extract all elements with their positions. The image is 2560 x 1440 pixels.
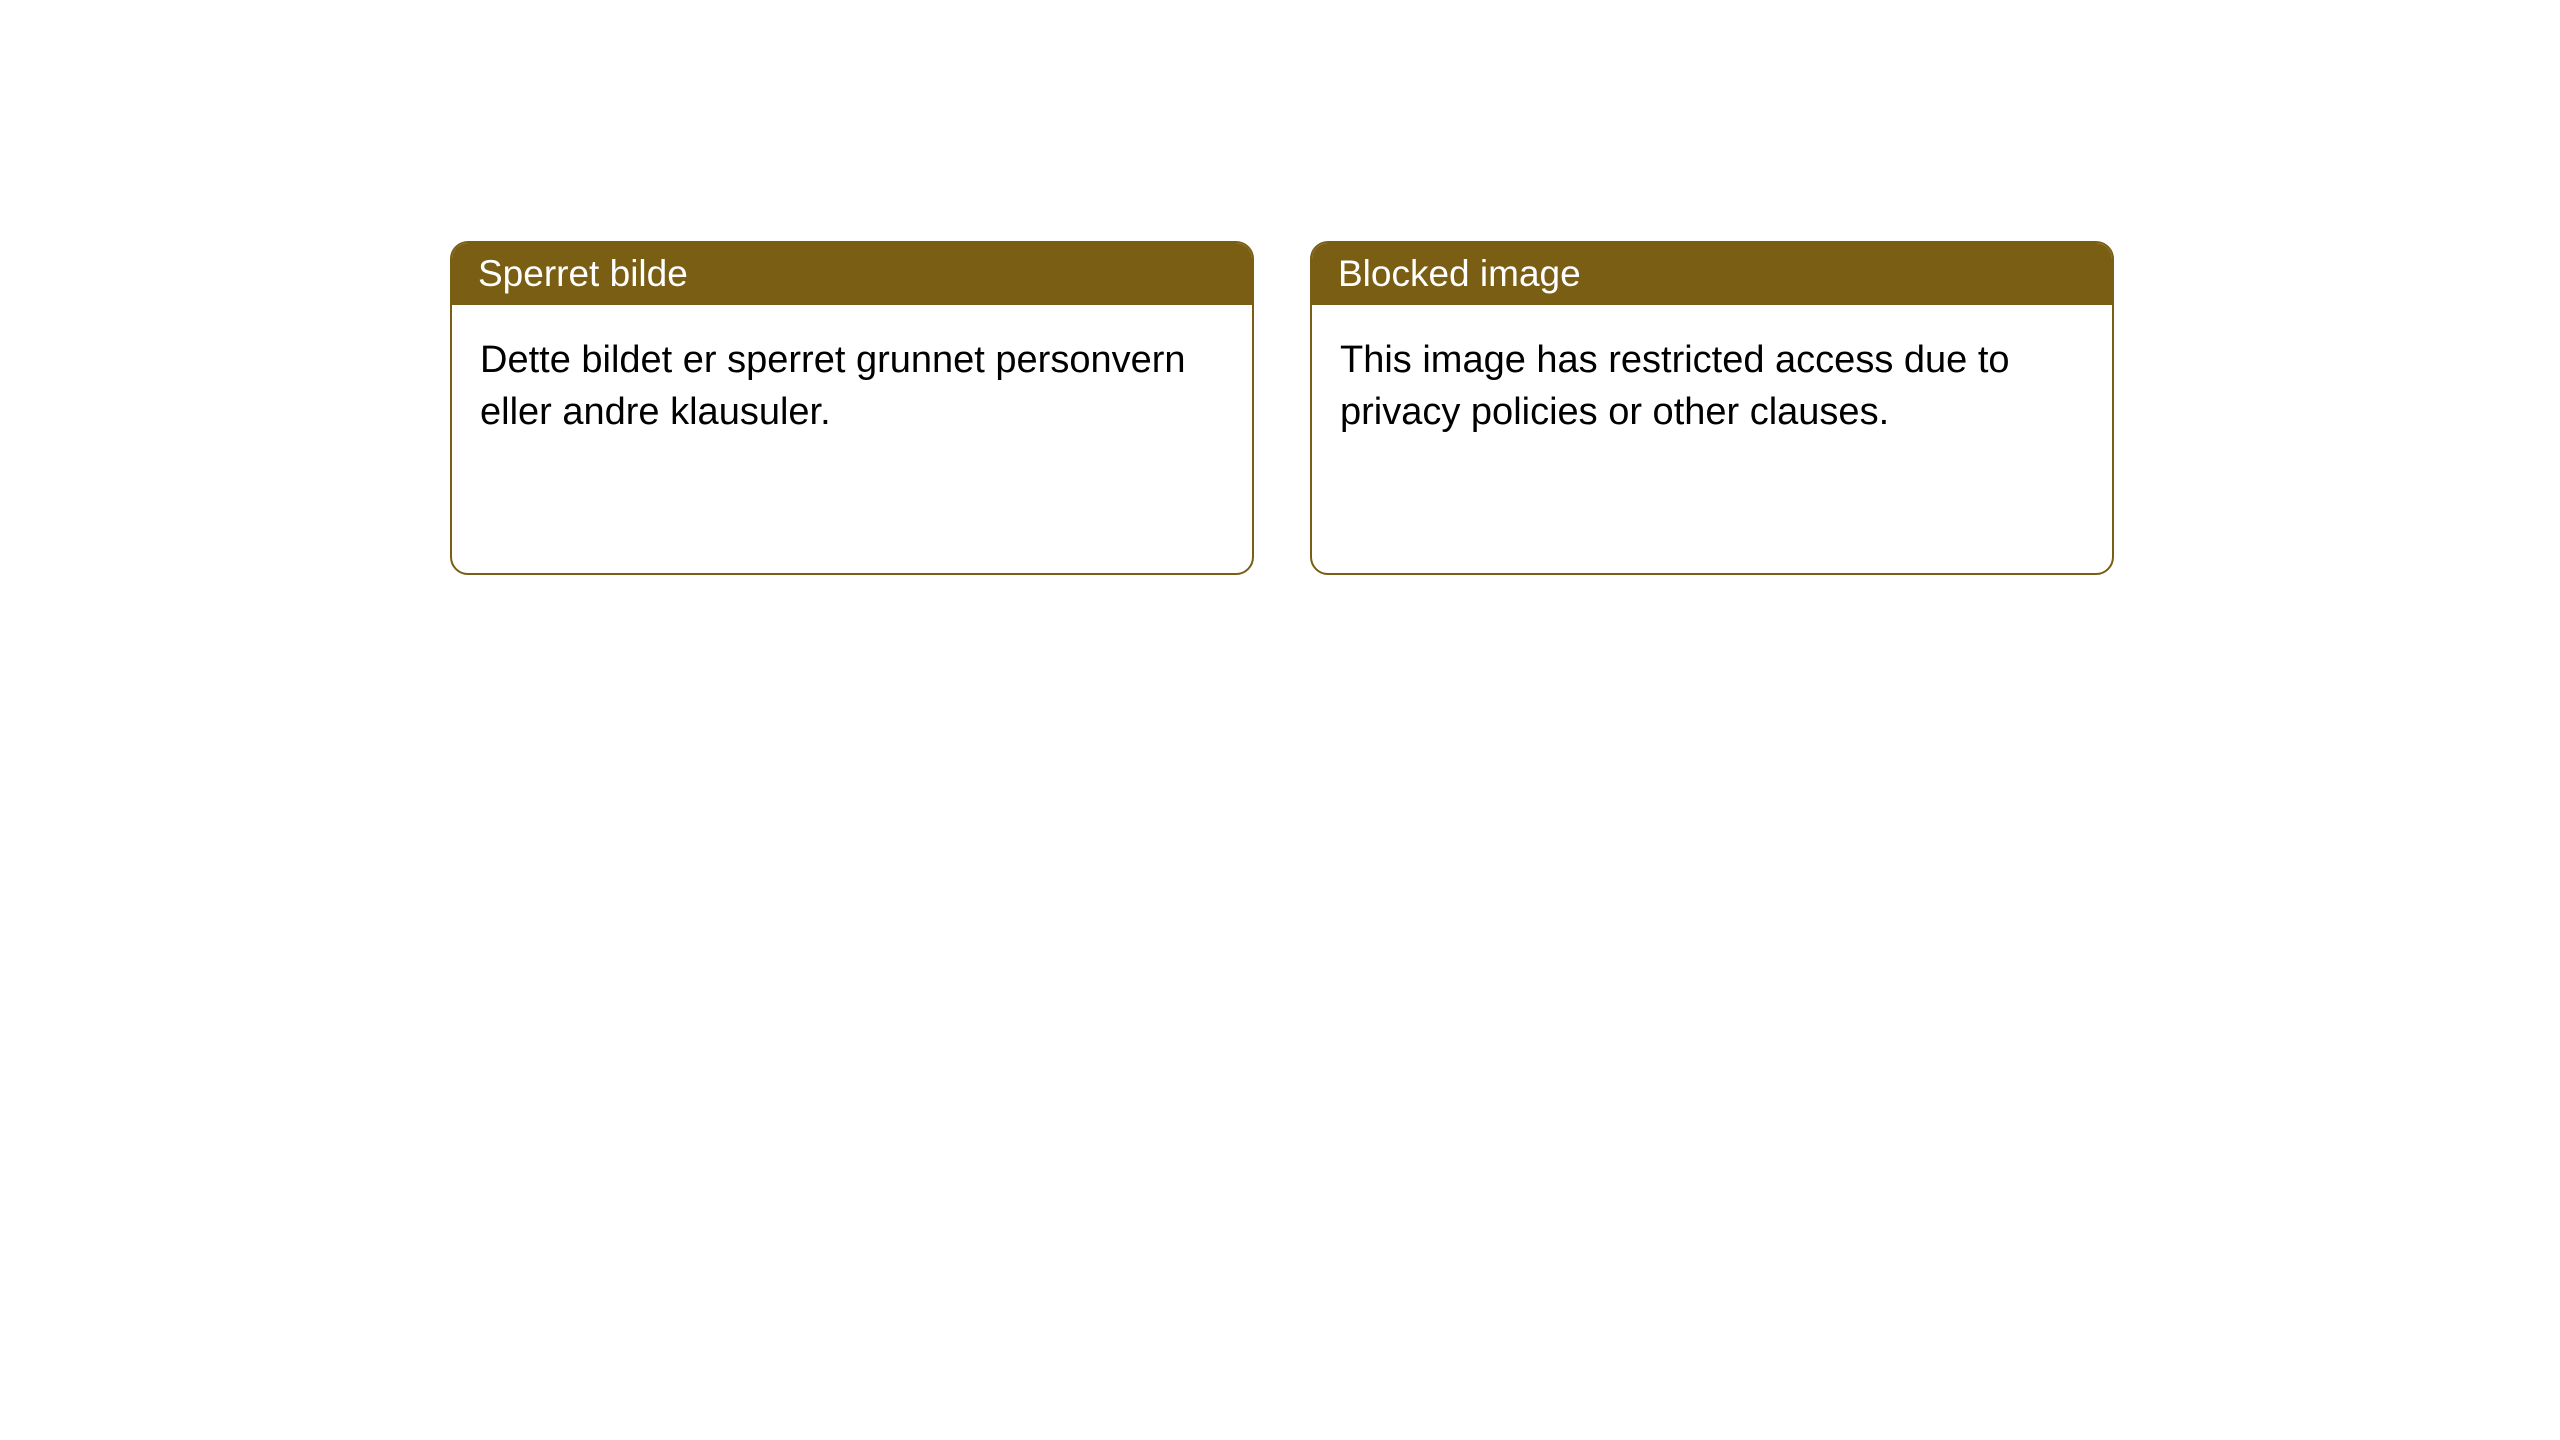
card-body-text: This image has restricted access due to … [1340,339,2010,432]
card-title: Blocked image [1338,253,1581,294]
notice-card-english: Blocked image This image has restricted … [1310,241,2114,575]
card-header: Blocked image [1312,243,2112,305]
card-body: This image has restricted access due to … [1312,305,2112,468]
notice-cards-container: Sperret bilde Dette bildet er sperret gr… [450,241,2114,575]
card-body: Dette bildet er sperret grunnet personve… [452,305,1252,468]
card-header: Sperret bilde [452,243,1252,305]
card-title: Sperret bilde [478,253,688,294]
card-body-text: Dette bildet er sperret grunnet personve… [480,339,1186,432]
notice-card-norwegian: Sperret bilde Dette bildet er sperret gr… [450,241,1254,575]
